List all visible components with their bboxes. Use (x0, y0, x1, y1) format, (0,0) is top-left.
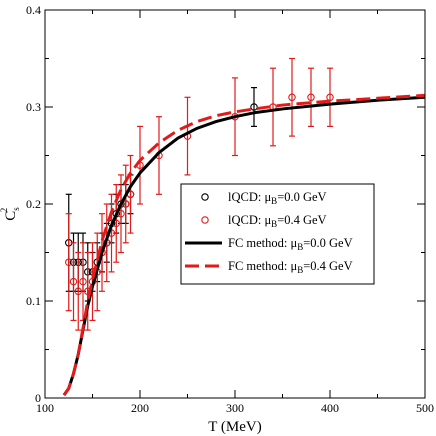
x-axis-title: T (MeV) (208, 419, 261, 435)
legend-label: FC method: μB=0.0 GeV (228, 236, 353, 252)
series-line-0 (62, 95, 425, 396)
y-axis-title: Cs2 (0, 207, 21, 221)
y-axis-title-sub: s (11, 207, 21, 211)
legend-label-main: lQCD: μ (228, 190, 271, 204)
x-tick-label: 400 (321, 401, 339, 415)
x-tick-label: 100 (36, 401, 54, 415)
y-axis-title-main: C (3, 211, 19, 221)
legend-label-sub: B (297, 265, 303, 275)
y-axis-title-sup: 2 (0, 208, 9, 213)
legend-marker (201, 216, 209, 224)
y-tick-label: 0.2 (26, 197, 41, 211)
legend-label: lQCD: μB=0.0 GeV (228, 190, 327, 206)
data-point (307, 93, 315, 102)
data-point (65, 258, 73, 266)
legend-label-sub: B (271, 196, 277, 206)
series-line-1 (62, 93, 425, 396)
data-point (69, 277, 78, 286)
plot-area (62, 57, 425, 396)
legend-label: FC method: μB=0.4 GeV (228, 259, 353, 275)
y-tick-label: 0.4 (26, 3, 41, 17)
legend-label-post: =0.4 GeV (303, 259, 352, 273)
legend-marker (201, 193, 209, 201)
data-point (74, 287, 83, 296)
legend-label-sub: B (297, 242, 303, 252)
legend-label-main: lQCD: μ (228, 213, 271, 227)
data-point (79, 277, 87, 286)
axes: 100 200 300 400 500 0 0.1 0.2 0.3 0.4 T (MeV) Cs2 (0, 3, 434, 435)
x-tick-label: 500 (416, 401, 434, 415)
legend-label: lQCD: μB=0.4 GeV (228, 213, 327, 229)
y-tick-label: 0.1 (26, 294, 41, 308)
legend-label-main: FC method: μ (228, 236, 298, 250)
x-tick-label: 300 (226, 401, 244, 415)
legend-label-post: =0.0 GeV (277, 190, 326, 204)
x-tick-label: 200 (131, 401, 149, 415)
legend-label-post: =0.4 GeV (277, 213, 326, 227)
legend-label-main: FC method: μ (228, 259, 298, 273)
legend-label-sub: B (271, 219, 277, 229)
data-point (288, 93, 296, 102)
y-tick-label: 0.3 (26, 100, 41, 114)
legend-label-post: =0.0 GeV (303, 236, 352, 250)
y-tick-label: 0 (35, 391, 41, 405)
scatter-series-1 (65, 57, 334, 331)
